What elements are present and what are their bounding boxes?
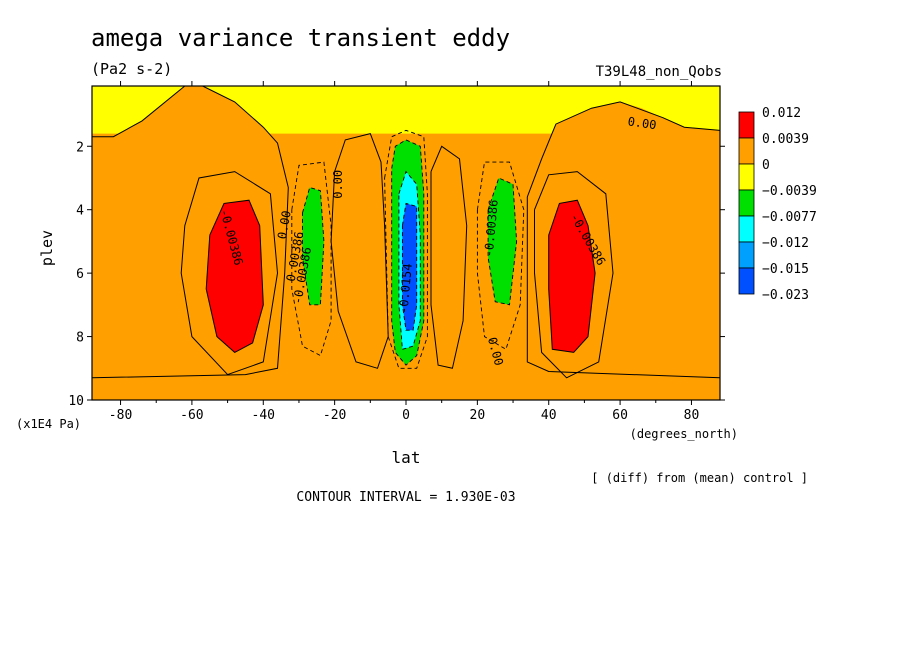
x-tick-label: -80: [109, 408, 132, 423]
fill-region-sh-red: [206, 200, 264, 353]
fill-region-sh-green: [302, 187, 324, 305]
y-tick-label: 8: [76, 331, 84, 346]
contour-interval: CONTOUR INTERVAL = 1.930E-03: [296, 490, 515, 505]
legend-swatch: [738, 189, 755, 217]
contour-line-5: [180, 171, 279, 376]
legend-swatch: [738, 111, 755, 139]
fill-region-eq-ridge-right: [431, 146, 467, 369]
chart-title: amega variance transient eddy: [91, 24, 510, 52]
axes: -80 -60 -40 -20 0 20 40 60 80 2 4 6 8 10: [68, 81, 725, 423]
contour-line-6: [534, 171, 614, 379]
contour-line-2: [526, 101, 721, 379]
legend-swatch: [738, 267, 755, 295]
contour-label: -0.0154: [396, 263, 414, 315]
contour-line-0: [92, 85, 186, 138]
x-tick-label: 40: [541, 408, 557, 423]
y-tick-label: 4: [76, 204, 84, 219]
y-tick-label: 6: [76, 267, 84, 282]
x-axis-label: lat: [392, 448, 421, 467]
fill-region-nh-green: [488, 178, 517, 305]
x-tick-label: 80: [684, 408, 700, 423]
y-axis-label: plev: [38, 230, 56, 266]
legend-label: −0.015: [762, 262, 809, 277]
legend-swatch: [738, 215, 755, 243]
contour-line-12: [487, 177, 518, 306]
fill-region-bottom-orange: [92, 371, 720, 400]
legend-label: 0.012: [762, 106, 801, 121]
legend-swatch: [738, 163, 755, 191]
y-axis-units: (x1E4 Pa): [16, 417, 81, 431]
plot-area: 0.000.000.000.00-0.00386 0.00386-0.00386-…: [91, 85, 721, 400]
legend-swatch: [738, 137, 755, 165]
contour-line-3: [330, 133, 389, 369]
diff-note: [ (diff) from (mean) control ]: [591, 471, 808, 485]
fill-region-nh-red: [548, 200, 596, 353]
x-axis-units: (degrees_north): [630, 427, 738, 441]
x-tick-label: -40: [252, 408, 275, 423]
contour-line-7: [205, 199, 264, 354]
legend-label: −0.0077: [762, 210, 817, 225]
fill-region-eq-ridge-left: [331, 133, 389, 369]
x-tick-label: 20: [470, 408, 486, 423]
contour-line-16: [401, 202, 418, 331]
color-legend: 0.012 0.0039 0 −0.0039 −0.0077 −0.012 −0.015 −0…: [738, 106, 817, 303]
x-tick-label: 0: [402, 408, 410, 423]
x-tick-label: 60: [612, 408, 628, 423]
legend-label: 0.0039: [762, 132, 809, 147]
x-tick-label: -20: [323, 408, 346, 423]
legend-label: −0.012: [762, 236, 809, 251]
legend-label: −0.023: [762, 288, 809, 303]
y-tick-label: 2: [76, 140, 84, 155]
contour-line-13: [384, 129, 428, 369]
legend-label: −0.0039: [762, 184, 817, 199]
contour-line-10: [302, 186, 325, 306]
chart-subtitle: (Pa2 s-2): [91, 60, 172, 78]
contour-label: 0.00: [627, 114, 658, 132]
x-tick-label: -60: [180, 408, 203, 423]
dataset-label: T39L48_non_Qobs: [596, 64, 722, 80]
contour-label: 0.00: [331, 170, 345, 199]
fill-region-eq-blue: [402, 203, 417, 331]
contour-line-15: [398, 170, 421, 350]
contour-line-11: [476, 161, 525, 350]
contour-line-9: [291, 161, 332, 357]
contour-label: 0.00: [275, 209, 294, 240]
contour-line-4: [430, 145, 468, 369]
contour-label: -0.00386: [482, 199, 501, 258]
y-tick-label: 10: [68, 394, 84, 409]
legend-swatch: [738, 241, 755, 269]
contour-line-8: [548, 199, 596, 353]
contour-line-1: [91, 85, 289, 379]
contour-line-14: [391, 139, 425, 366]
legend-label: 0: [762, 158, 770, 173]
